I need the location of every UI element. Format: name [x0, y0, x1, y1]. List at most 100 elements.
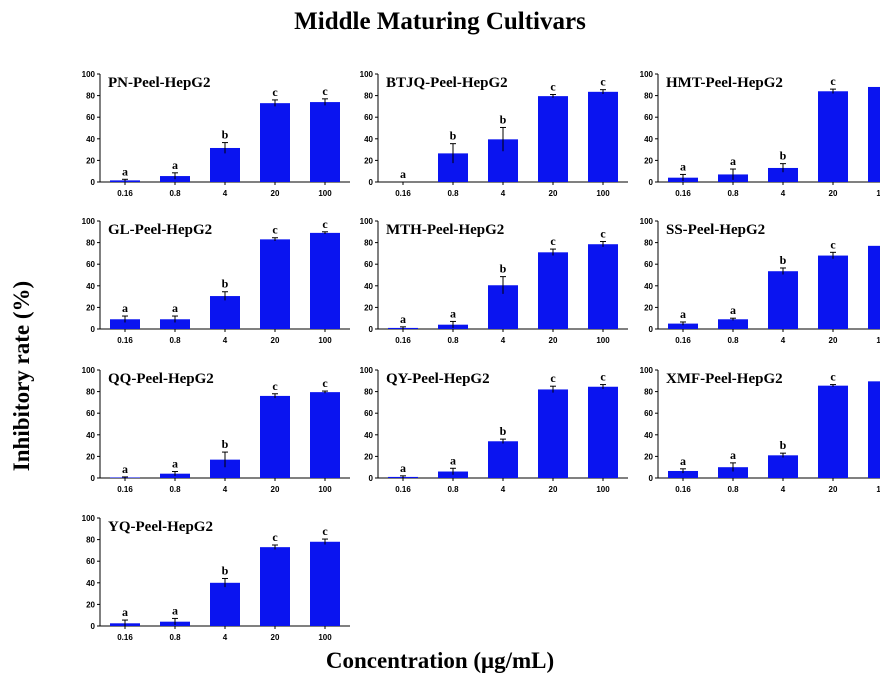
- y-tick-label: 60: [86, 260, 95, 269]
- x-tick-label: 4: [781, 189, 786, 198]
- x-tick-label: 0.16: [117, 485, 133, 494]
- y-tick-label: 100: [82, 514, 96, 523]
- y-tick-label: 0: [369, 325, 374, 334]
- x-tick-label: 4: [781, 336, 786, 345]
- significance-label: a: [122, 462, 128, 476]
- bar: [110, 319, 140, 329]
- bar: [488, 441, 518, 478]
- y-tick-label: 100: [640, 217, 654, 226]
- y-tick-label: 60: [644, 260, 653, 269]
- y-tick-label: 40: [364, 135, 373, 144]
- y-tick-label: 100: [360, 217, 374, 226]
- x-tick-label: 4: [223, 189, 228, 198]
- y-tick-label: 100: [640, 366, 654, 375]
- bar: [818, 385, 848, 478]
- panel-hmt: 0 20 40 60 80 100 HMT-Peel-HepG2 a 0.16 a 0.8 b 4 c 20…: [640, 70, 880, 198]
- x-tick-label: 0.16: [675, 485, 691, 494]
- x-tick-label: 100: [318, 336, 332, 345]
- y-tick-label: 40: [86, 579, 95, 588]
- y-tick-label: 0: [369, 178, 374, 187]
- significance-label: a: [680, 159, 686, 173]
- x-tick-label: 4: [501, 485, 506, 494]
- bar: [718, 319, 748, 329]
- y-tick-label: 60: [364, 260, 373, 269]
- significance-label: a: [680, 454, 686, 468]
- x-tick-label: 0.8: [727, 485, 739, 494]
- y-tick-label: 80: [86, 388, 95, 397]
- x-tick-label: 100: [596, 336, 610, 345]
- bar: [868, 381, 880, 478]
- bar: [210, 582, 240, 626]
- significance-label: a: [172, 603, 178, 617]
- significance-label: c: [830, 237, 836, 251]
- panel-mth: 0 20 40 60 80 100 MTH-Peel-HepG2 a 0.16 a 0.8 b 4 c 20…: [360, 217, 628, 345]
- x-tick-label: 20: [829, 336, 838, 345]
- x-tick-label: 100: [876, 485, 880, 494]
- x-tick-label: 0.8: [169, 336, 181, 345]
- x-tick-label: 0.16: [395, 485, 411, 494]
- panel-title: XMF-Peel-HepG2: [666, 371, 783, 387]
- x-tick-label: 20: [271, 189, 280, 198]
- x-tick-label: 0.16: [395, 189, 411, 198]
- panel-gl: 0 20 40 60 80 100 GL-Peel-HepG2 a 0.16 a 0.8 b 4 c 20 c…: [82, 217, 350, 345]
- y-tick-label: 0: [91, 474, 96, 483]
- panel-title: QY-Peel-HepG2: [386, 371, 490, 387]
- y-tick-label: 40: [86, 431, 95, 440]
- y-tick-label: 0: [369, 474, 374, 483]
- significance-label: c: [550, 234, 556, 248]
- x-tick-label: 0.8: [727, 189, 739, 198]
- y-tick-label: 60: [86, 557, 95, 566]
- bar: [588, 386, 618, 478]
- significance-label: a: [172, 301, 178, 315]
- bar: [668, 470, 698, 478]
- y-tick-label: 20: [364, 452, 373, 461]
- bar: [818, 91, 848, 182]
- x-tick-label: 0.8: [169, 189, 181, 198]
- significance-label: a: [400, 167, 406, 181]
- panel-qq: 0 20 40 60 80 100 QQ-Peel-HepG2 a 0.16 a 0.8 b 4 c 20 c…: [82, 366, 350, 494]
- x-tick-label: 0.16: [675, 336, 691, 345]
- y-tick-label: 20: [644, 452, 653, 461]
- bar: [538, 252, 568, 329]
- x-tick-label: 0.8: [447, 189, 459, 198]
- x-tick-label: 4: [223, 485, 228, 494]
- x-tick-label: 0.8: [447, 336, 459, 345]
- significance-label: c: [272, 85, 278, 99]
- panel-title: YQ-Peel-HepG2: [108, 519, 213, 535]
- significance-label: c: [830, 74, 836, 88]
- x-tick-label: 0.16: [117, 189, 133, 198]
- bar: [310, 392, 340, 478]
- panel-pn: 0 20 40 60 80 100 PN-Peel-HepG2 a 0.16 a 0.8 b 4 c 20 c…: [82, 70, 350, 198]
- bar: [260, 547, 290, 626]
- panel-yq: 0 20 40 60 80 100 YQ-Peel-HepG2 a 0.16 a 0.8 b 4 c 20 c…: [82, 514, 350, 642]
- bar: [768, 167, 798, 182]
- significance-label: a: [172, 158, 178, 172]
- significance-label: a: [122, 164, 128, 178]
- y-tick-label: 80: [86, 92, 95, 101]
- significance-label: a: [400, 461, 406, 475]
- bar: [538, 389, 568, 478]
- x-tick-label: 20: [549, 485, 558, 494]
- y-tick-label: 100: [640, 70, 654, 79]
- y-axis-label: Inhibitory rate (%): [9, 280, 34, 472]
- y-tick-label: 20: [86, 452, 95, 461]
- significance-label: c: [830, 370, 836, 384]
- y-tick-label: 60: [86, 409, 95, 418]
- significance-label: a: [122, 301, 128, 315]
- x-tick-label: 20: [829, 485, 838, 494]
- bar: [260, 395, 290, 478]
- x-tick-label: 0.16: [675, 189, 691, 198]
- x-tick-label: 20: [271, 485, 280, 494]
- y-tick-label: 100: [82, 366, 96, 375]
- significance-label: c: [600, 370, 606, 384]
- x-tick-label: 4: [781, 485, 786, 494]
- significance-label: b: [450, 129, 457, 143]
- significance-label: a: [450, 306, 456, 320]
- significance-label: b: [500, 112, 507, 126]
- significance-label: b: [780, 149, 787, 163]
- x-tick-label: 0.8: [169, 485, 181, 494]
- x-tick-label: 20: [271, 633, 280, 642]
- significance-label: b: [222, 128, 229, 142]
- y-tick-label: 80: [86, 536, 95, 545]
- significance-label: b: [500, 424, 507, 438]
